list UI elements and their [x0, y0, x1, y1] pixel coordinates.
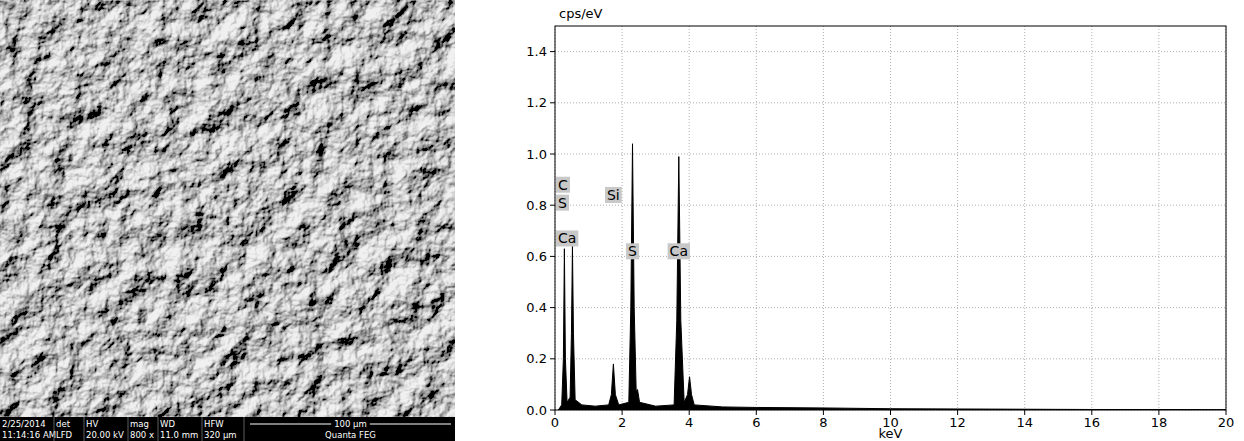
info-divider	[128, 417, 129, 441]
grid-line	[622, 26, 623, 410]
micrograph	[0, 0, 455, 417]
scale-bar	[370, 424, 451, 425]
grid-line	[890, 26, 891, 410]
label-bg	[668, 243, 690, 259]
x-axis-title: keV	[879, 426, 903, 441]
x-tick-label: 20	[1218, 415, 1235, 430]
grid-line	[756, 26, 757, 410]
y-tick-label: 1.4	[526, 44, 547, 59]
info-text: 320 µm	[204, 430, 237, 440]
info-divider	[54, 417, 55, 441]
info-text: 2/25/2014	[2, 419, 46, 429]
tick	[550, 154, 555, 155]
info-text: 800 x	[130, 430, 154, 440]
x-tick-label: 8	[819, 415, 827, 430]
x-tick-label: 14	[1016, 415, 1033, 430]
grid-line	[1158, 26, 1159, 410]
grid-line	[555, 205, 1226, 206]
grid-line	[1024, 26, 1025, 410]
info-text: 11.0 mm	[160, 430, 198, 440]
element-label: Ca	[558, 230, 576, 246]
tick	[550, 102, 555, 103]
info-text: 20.00 kV	[86, 430, 124, 440]
label-bg	[626, 243, 639, 259]
x-tick-label: 16	[1084, 415, 1101, 430]
label-bg	[556, 230, 578, 246]
marks	[558, 144, 1226, 410]
x-tick-label: 18	[1151, 415, 1168, 430]
x-tick-label: 12	[949, 415, 966, 430]
tick	[550, 205, 555, 206]
info-text: LFD	[56, 430, 73, 440]
y-tick-label: 1.2	[526, 95, 547, 110]
x-tick-label: 2	[618, 415, 626, 430]
tick	[550, 410, 555, 411]
grid-line	[823, 26, 824, 410]
tick	[550, 256, 555, 257]
info-divider	[84, 417, 85, 441]
grid-line	[555, 256, 1226, 257]
element-label: S	[558, 195, 567, 211]
spectrum	[558, 144, 1226, 410]
element-label: C	[558, 177, 568, 193]
grid-line	[555, 307, 1226, 308]
scale-bar-label: 100 µm	[334, 419, 367, 429]
x-tick-label: 6	[752, 415, 760, 430]
label-bg	[556, 195, 569, 211]
label-bg	[556, 177, 570, 193]
info-divider	[244, 417, 245, 441]
grid-line	[957, 26, 958, 410]
info-text: 11:14:16 AM	[2, 430, 56, 440]
tick	[550, 51, 555, 52]
info-bar	[0, 417, 455, 441]
grid-line	[555, 51, 1226, 52]
plot-frame	[555, 26, 1226, 410]
scale-bar	[250, 424, 331, 425]
grid-line	[1091, 26, 1092, 410]
grid-line	[689, 26, 690, 410]
label-bg	[605, 187, 622, 203]
element-label: Ca	[670, 243, 688, 259]
y-tick-label: 0.0	[526, 403, 547, 418]
y-tick-label: 1.0	[526, 147, 547, 162]
grid-line	[555, 102, 1226, 103]
grid-line	[555, 154, 1226, 155]
info-text: HFW	[204, 419, 224, 429]
plot-bg	[555, 26, 1226, 410]
tick	[550, 358, 555, 359]
tick	[550, 307, 555, 308]
y-tick-label: 0.6	[526, 249, 547, 264]
info-text: det	[56, 419, 71, 429]
info-text: HV	[86, 419, 98, 429]
y-tick-label: 0.4	[526, 300, 547, 315]
info-text: WD	[160, 419, 175, 429]
info-divider	[158, 417, 159, 441]
y-tick-label: 0.8	[526, 198, 547, 213]
y-tick-label: 0.2	[526, 351, 547, 366]
y-axis-title: cps/eV	[559, 6, 603, 21]
element-label: Si	[607, 187, 620, 203]
x-tick-label: 4	[685, 415, 693, 430]
element-label: S	[628, 243, 637, 259]
info-divider	[202, 417, 203, 441]
info-text: mag	[130, 419, 149, 429]
instrument: Quanta FEG	[325, 430, 376, 440]
x-tick-label: 0	[551, 415, 559, 430]
